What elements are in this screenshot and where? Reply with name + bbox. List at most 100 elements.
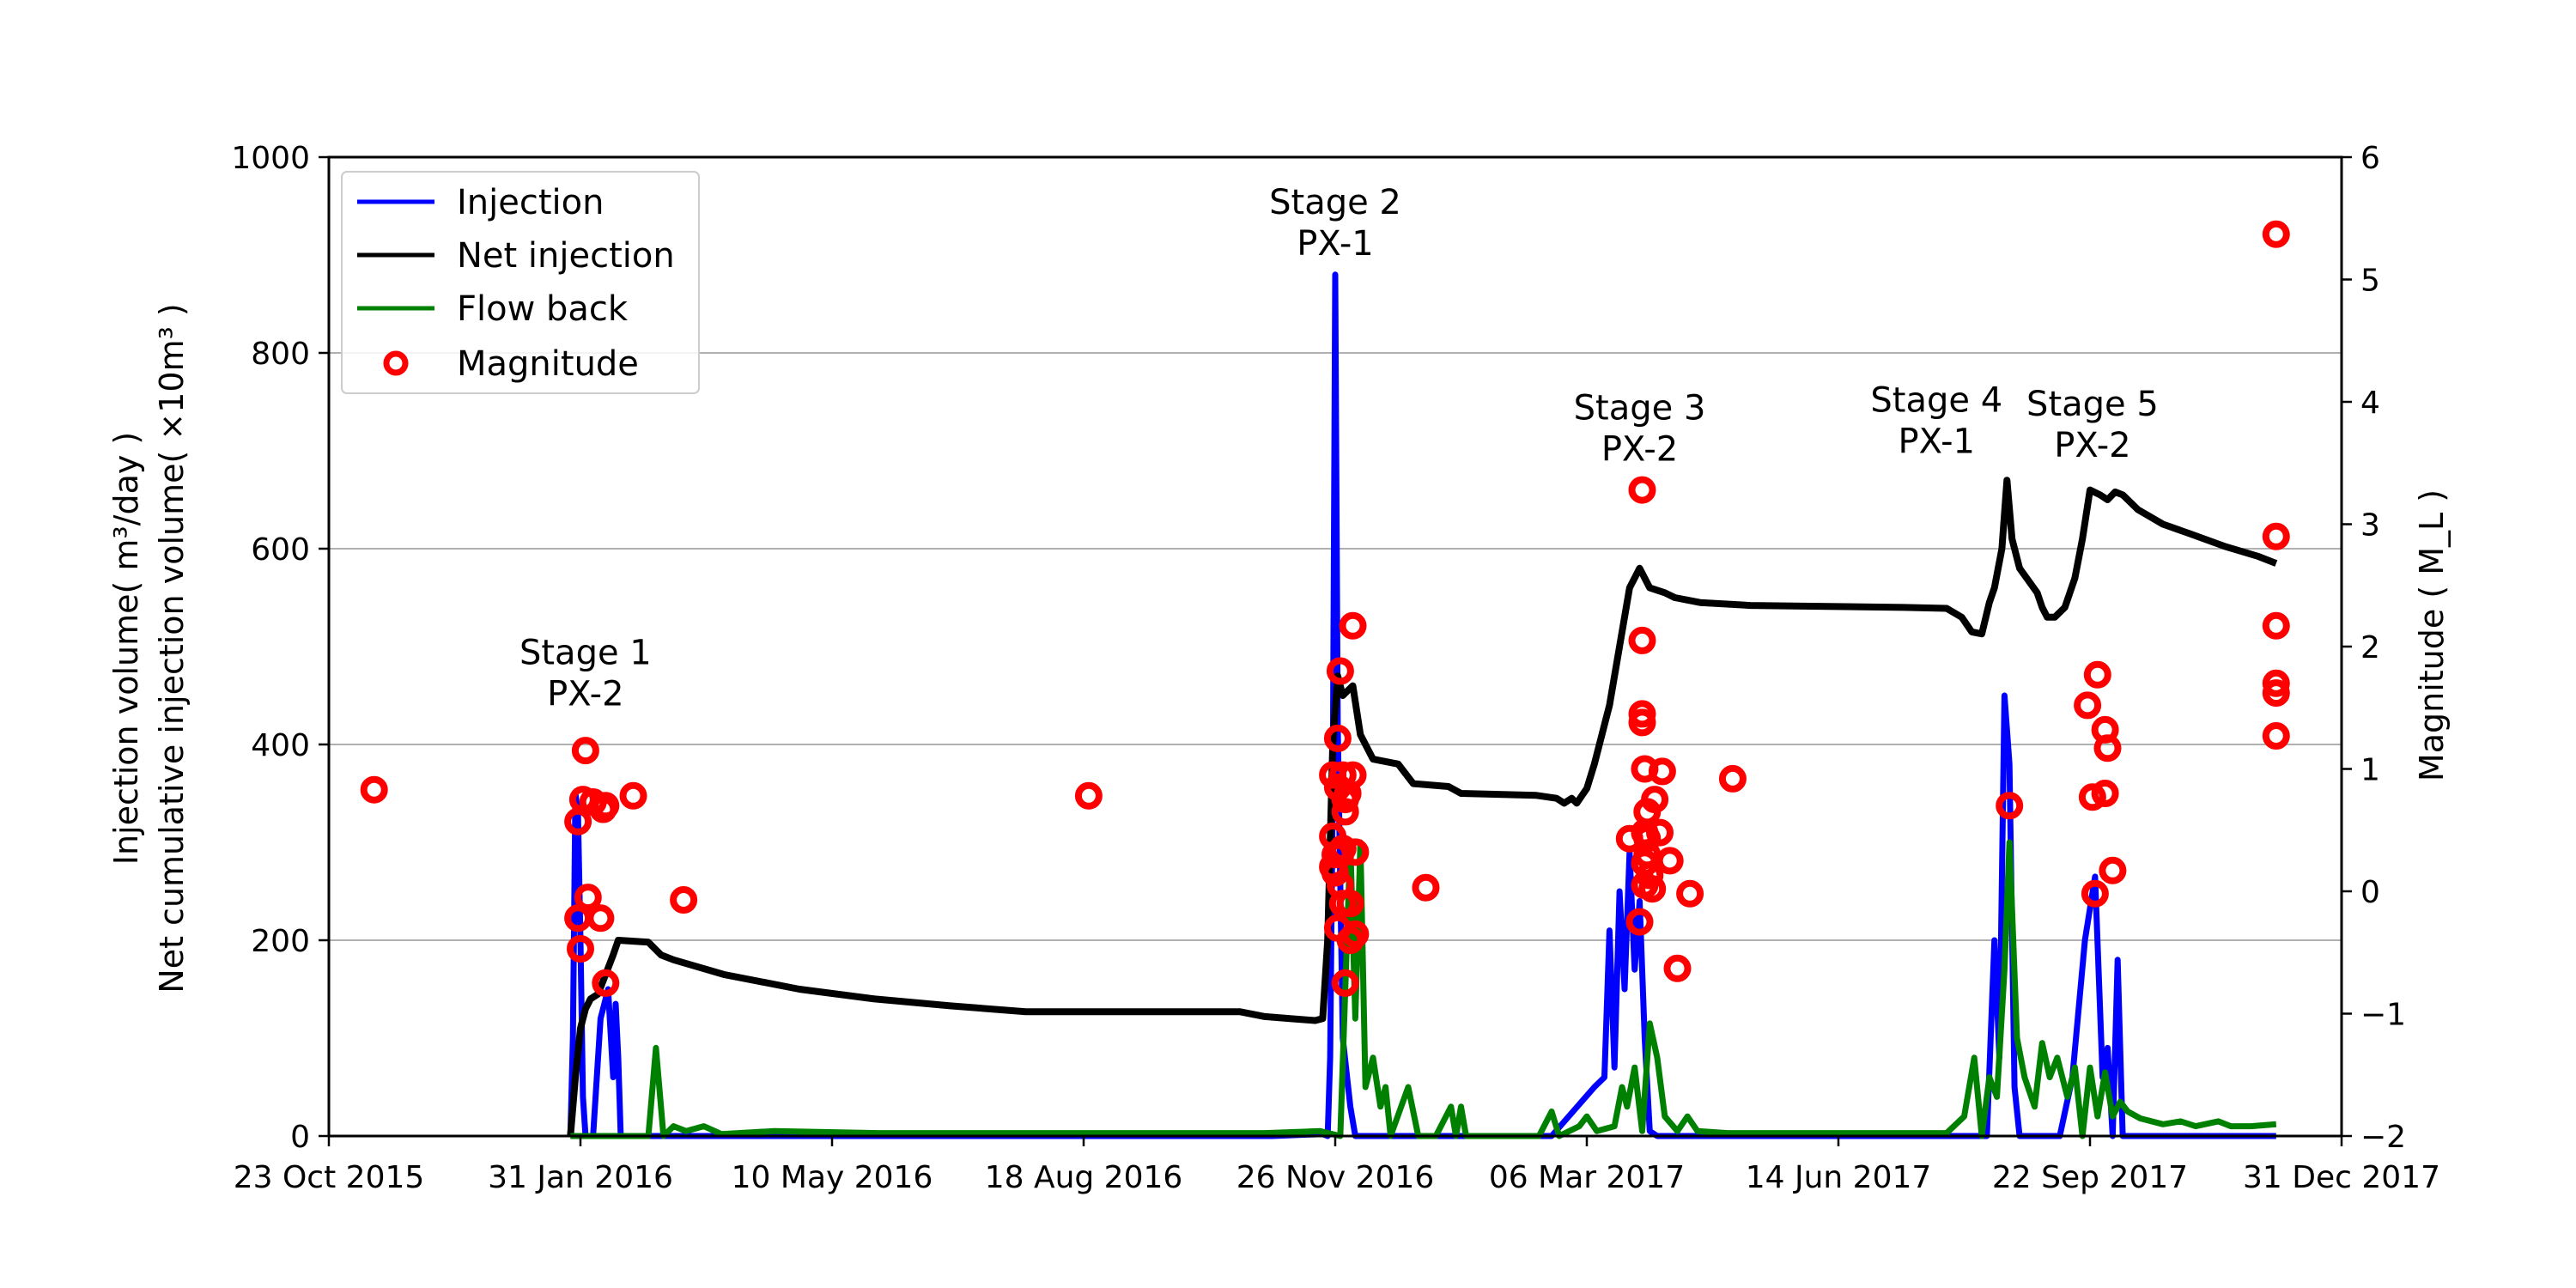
- series-line-flow-back: [570, 839, 2277, 1139]
- magnitude-point: [1412, 873, 1440, 902]
- magnitude-point: [1641, 786, 1669, 814]
- y-left-tick-label: 600: [251, 532, 310, 568]
- magnitude-point: [360, 775, 388, 804]
- magnitude-point: [586, 904, 615, 933]
- magnitude-point: [1646, 818, 1674, 847]
- magnitude-point: [1336, 890, 1364, 918]
- magnitude-point: [2262, 611, 2290, 640]
- series-lines: [567, 271, 2278, 1139]
- magnitude-point: [1341, 838, 1370, 866]
- y-right-tick-label: 3: [2360, 508, 2380, 544]
- series-line-net-injection: [567, 477, 2278, 1137]
- magnitude-point: [2262, 669, 2290, 697]
- y-left-tick-label: 800: [251, 337, 310, 372]
- legend-box: [341, 171, 700, 394]
- y-right-tick-label: 2: [2360, 630, 2380, 665]
- magnitude-point: [574, 884, 602, 912]
- x-tick-label: 31 Dec 2017: [2243, 1160, 2440, 1195]
- x-tick-label: 06 Mar 2017: [1489, 1160, 1685, 1195]
- y-right-tick-label: −2: [2360, 1120, 2406, 1155]
- magnitude-point: [1636, 861, 1664, 890]
- magnitude-point: [1625, 908, 1654, 936]
- magnitude-point: [1628, 708, 1656, 737]
- x-tick-label: 26 Nov 2016: [1236, 1160, 1435, 1195]
- x-tick-label: 14 Jun 2017: [1746, 1160, 1932, 1195]
- x-tick-label: 22 Sep 2017: [1992, 1160, 2188, 1195]
- legend-label-injection: Injection: [457, 183, 604, 222]
- y-left-axis-title-line2: Net cumulative injection volume( ×10m³ ): [153, 303, 191, 993]
- magnitude-point: [592, 969, 620, 997]
- magnitude-point: [1326, 657, 1354, 685]
- magnitude-point: [1628, 476, 1656, 504]
- magnitude-point: [1341, 920, 1370, 948]
- magnitude-point: [2262, 522, 2290, 550]
- legend-swatch-magnitude: [383, 350, 409, 376]
- magnitude-point: [2081, 879, 2109, 908]
- series-line-injection: [567, 271, 2276, 1139]
- y-left-tick-label: 1000: [231, 141, 310, 176]
- magnitude-point: [670, 886, 698, 914]
- magnitude-point: [2091, 780, 2119, 807]
- y-right-tick-label: 6: [2360, 141, 2380, 176]
- magnitude-point: [1676, 879, 1704, 908]
- magnitude-point: [1339, 611, 1367, 640]
- magnitude-point: [2262, 220, 2290, 248]
- x-tick-label: 10 May 2016: [732, 1160, 933, 1195]
- y-left-axis-title-line1: Injection volume( m³/day ): [107, 432, 145, 866]
- stage-annotation-well: PX-2: [2054, 426, 2130, 465]
- magnitude-point: [2093, 734, 2122, 762]
- stage-annotation-title: Stage 4: [1870, 380, 2002, 420]
- y-right-tick-label: −1: [2360, 998, 2406, 1033]
- stage-annotation-title: Stage 3: [1574, 388, 1706, 428]
- stage-annotation-well: PX-1: [1899, 422, 1975, 461]
- stage-annotation-title: Stage 5: [2026, 385, 2159, 424]
- y-left-tick-label: 0: [290, 1120, 310, 1155]
- magnitude-point: [1638, 875, 1667, 903]
- magnitude-markers: [360, 220, 2290, 997]
- x-tick-label: 31 Jan 2016: [488, 1160, 673, 1195]
- magnitude-point: [1074, 781, 1103, 810]
- magnitude-point: [1323, 724, 1352, 752]
- magnitude-point: [1339, 761, 1367, 789]
- magnitude-point: [567, 935, 594, 963]
- x-axis: 23 Oct 2015 31 Jan 2016 10 May 2016 18 Aug …: [234, 1136, 2440, 1195]
- y-left-tick-label: 400: [251, 728, 310, 763]
- magnitude-point: [1663, 954, 1692, 982]
- magnitude-point: [1328, 835, 1357, 863]
- stage-annotation-well: PX-1: [1297, 224, 1373, 264]
- y-right-tick-label: 5: [2360, 264, 2380, 299]
- magnitude-point: [1628, 626, 1656, 654]
- magnitude-point: [1996, 792, 2024, 820]
- magnitude-point: [1718, 764, 1747, 793]
- x-tick-label: 18 Aug 2016: [985, 1160, 1183, 1195]
- y-right-axis-title: Magnitude ( M_L ): [2413, 489, 2451, 781]
- magnitude-point: [571, 737, 599, 765]
- magnitude-point: [2078, 783, 2106, 811]
- stage-annotation-well: PX-2: [547, 674, 623, 714]
- magnitude-point: [2099, 856, 2127, 884]
- y-axis-left: 0 200 400 600 800 1000: [231, 141, 329, 1155]
- stage-annotation-title: Stage 2: [1269, 183, 1401, 222]
- magnitude-point: [592, 792, 620, 820]
- stage-annotation-well: PX-2: [1601, 429, 1678, 469]
- magnitude-point: [2074, 691, 2102, 720]
- magnitude-point: [1648, 757, 1676, 786]
- y-axis-right: −2 −1 0 1 2 3 4 5 6: [2342, 141, 2406, 1155]
- y-left-tick-label: 200: [251, 924, 310, 959]
- legend-label-net-injection: Net injection: [457, 236, 675, 276]
- y-right-tick-label: 4: [2360, 386, 2380, 421]
- magnitude-point: [619, 781, 647, 810]
- y-right-tick-label: 0: [2360, 875, 2380, 910]
- legend: Injection Net injection Flow back Magnit…: [341, 171, 700, 394]
- y-right-tick-label: 1: [2360, 753, 2380, 788]
- magnitude-point: [1656, 847, 1684, 875]
- magnitude-point: [2262, 679, 2290, 708]
- magnitude-point: [1331, 969, 1359, 997]
- magnitude-point: [2262, 722, 2290, 750]
- x-tick-label: 23 Oct 2015: [234, 1160, 425, 1195]
- legend-label-magnitude: Magnitude: [457, 344, 639, 384]
- magnitude-point: [2083, 660, 2111, 689]
- legend-label-flow-back: Flow back: [457, 289, 629, 329]
